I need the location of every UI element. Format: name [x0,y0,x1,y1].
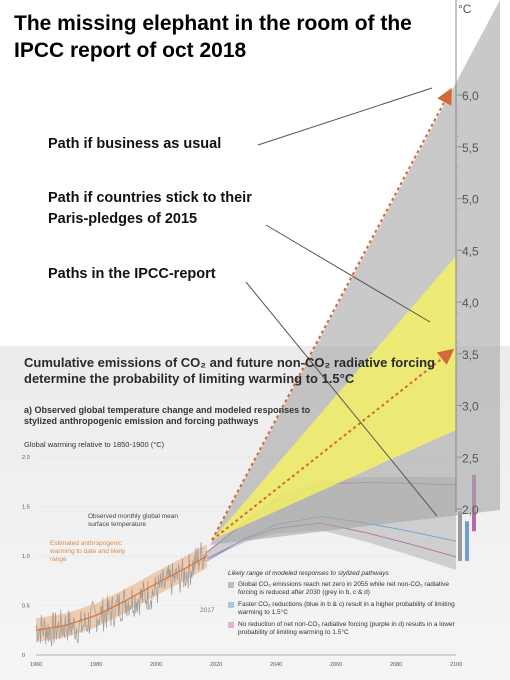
estimated-label: Estimated anthropogenic warming to date … [50,540,126,563]
inner-x-tick-label: 2020 [210,662,222,668]
anthropogenic-range-band [36,544,207,643]
inner-y-tick-label: 0.5 [22,604,30,610]
inner-y-tick-label: 1.0 [22,554,30,560]
year-label: 2017 [200,607,215,614]
overlay-tick-label: 5,5 [462,141,479,155]
legend-item-grey: Global CO₂ emissions reach net zero in 2… [228,581,460,598]
pointer-paris-pledges [265,224,431,323]
panel-axis-title: Global warming relative to 1850-1900 (°C… [24,440,165,449]
overlay-axis-unit: °C [458,2,472,16]
anthropogenic-warming-line [35,555,208,631]
range-bar-grey [458,511,462,561]
overlay-tick-label: 2,5 [462,451,479,465]
inner-x-tick-label: 2080 [390,662,402,668]
overlay-tick-label: 3,5 [462,348,479,362]
overlay-tick-label: 4,5 [462,244,479,258]
paris-pledges-fan [212,256,456,540]
overlay-arrows [211,87,455,541]
overlay-axis-ticks: 6,0 5,5 5,0 4,5 4,0 3,5 3,0 2,5 2,0 [456,89,479,517]
overlay-arrow-line [211,348,455,541]
overlay-tick-label: 5,0 [462,193,479,207]
annotation-business-as-usual: Path if business as usual [48,136,222,152]
legend-swatch-purple [228,621,234,628]
legend-swatch-blue [228,601,234,608]
overlay-tick-label: 3,0 [462,400,479,414]
inner-y-tick-label: 1.5 [22,505,30,511]
annotation-paris-pledges: Path if countries stick to their Paris-p… [48,190,252,227]
legend-item-purple: No reduction of net non-CO₂ radiative fo… [228,621,460,638]
legend-item-purple-text: No reduction of net non-CO₂ radiative fo… [238,620,455,637]
inner-x-tick-label: 1960 [30,662,42,668]
pointer-business-as-usual [257,87,433,146]
inner-x-tick-label: 2040 [270,662,282,668]
range-bar-blue [465,521,469,561]
observed-temperature-line [35,541,208,647]
legend-swatch-grey [228,581,234,588]
headline: The missing elephant in the room of the … [14,12,412,62]
pointer-ipcc-paths [245,281,438,517]
panel-title: Cumulative emissions of CO₂ and future n… [24,355,435,386]
legend: Likely range of modeled responses to sty… [228,570,460,641]
legend-item-blue: Faster CO₂ reductions (blue in b & c) re… [228,601,460,618]
inner-y-tick-label: 0 [22,653,25,659]
legend-item-blue-text: Faster CO₂ reductions (blue in b & c) re… [238,600,455,617]
overlay-tick-label: 4,0 [462,296,479,310]
inner-x-tick-label: 1980 [90,662,102,668]
panel-subtitle: a) Observed global temperature change an… [24,405,311,426]
inner-x-tick-label: 2100 [450,662,462,668]
annotation-ipcc-paths: Paths in the IPCC-report [48,266,216,282]
legend-item-grey-text: Global CO₂ emissions reach net zero in 2… [238,580,449,597]
inner-x-tick-label: 2060 [330,662,342,668]
inner-y-tick-label: 2.0 [22,455,30,461]
inner-x-tick-label: 2000 [150,662,162,668]
observed-label: Observed monthly global mean surface tem… [88,513,178,528]
overlay-tick-label: 2,0 [462,503,479,517]
legend-heading: Likely range of modeled responses to sty… [228,570,389,577]
overlay-tick-label: 6,0 [462,89,479,103]
